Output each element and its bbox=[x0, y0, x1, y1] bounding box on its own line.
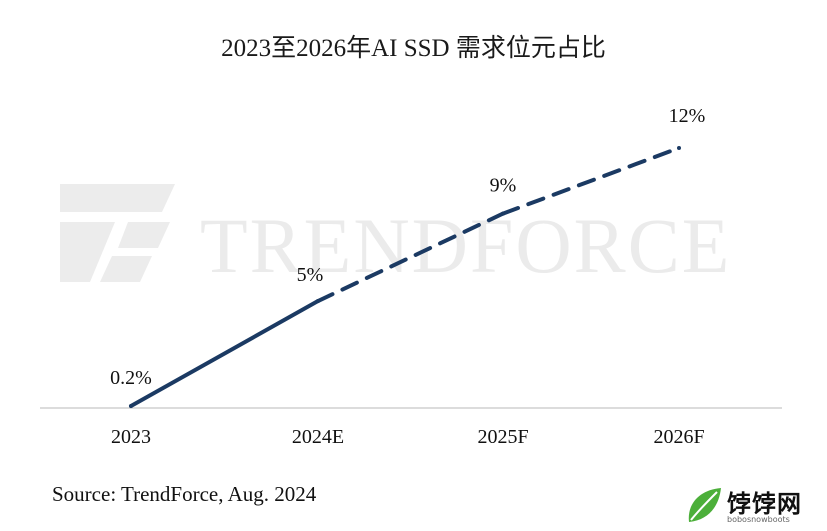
data-point-2023 bbox=[129, 404, 133, 408]
data-label-2026F: 12% bbox=[669, 105, 706, 127]
data-point-2025F bbox=[501, 211, 505, 216]
site-watermark: 饽饽网 bobosnowboots bbox=[683, 484, 823, 528]
series-segment-3 bbox=[501, 146, 681, 216]
source-note: Source: TrendForce, Aug. 2024 bbox=[52, 482, 317, 506]
data-label-2024E: 5% bbox=[297, 264, 324, 286]
x-tick-label-2026F: 2026F bbox=[653, 426, 704, 448]
data-label-2023: 0.2% bbox=[110, 367, 152, 389]
site-subtitle: bobosnowboots bbox=[727, 515, 790, 524]
site-name: 饽饽网 bbox=[727, 490, 802, 518]
series-segment-1 bbox=[129, 299, 320, 408]
x-tick-label-2023: 2023 bbox=[111, 426, 151, 448]
leaf-logo-icon bbox=[688, 488, 721, 522]
x-tick-label-2025F: 2025F bbox=[477, 426, 528, 448]
chart-title: 2023至2026年AI SSD 需求位元占比 bbox=[221, 35, 606, 62]
series-segment-2 bbox=[316, 211, 505, 304]
trendforce-watermark-text: TRENDFORCE bbox=[200, 202, 731, 289]
trendforce-watermark-logo: TRENDFORCE bbox=[60, 184, 731, 289]
data-label-2025F: 9% bbox=[490, 175, 517, 197]
data-point-2026F bbox=[677, 146, 681, 150]
data-point-2024E bbox=[316, 299, 320, 304]
x-tick-label-2024E: 2024E bbox=[292, 426, 344, 448]
